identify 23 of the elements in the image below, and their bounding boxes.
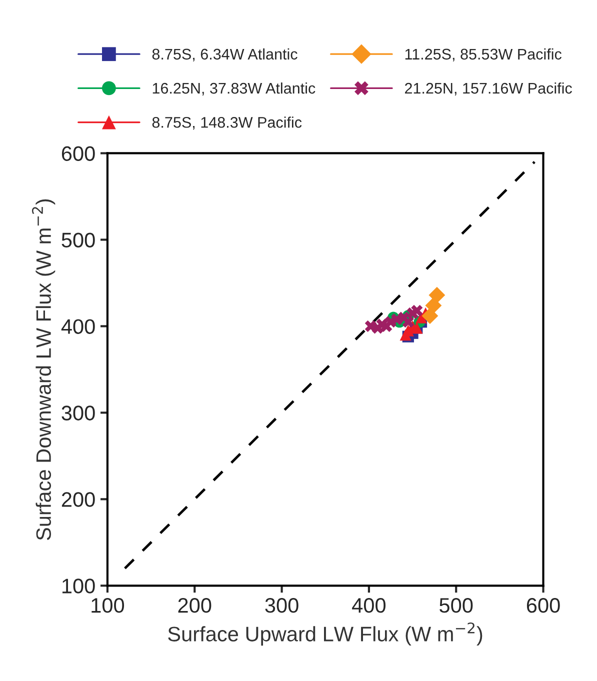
x-tick-label: 600	[526, 598, 560, 613]
y-tick-label: 400	[61, 319, 95, 334]
y-tick-label: 500	[62, 232, 95, 248]
legend-label: 8.75S, 148.3W Pacific	[152, 116, 302, 130]
x-tick-label: 400	[352, 598, 386, 613]
legend-label: 16.25N, 37.83W Atlantic	[152, 82, 316, 96]
point	[425, 297, 442, 314]
point	[428, 286, 446, 304]
y-tick-label: 300	[62, 406, 95, 420]
point	[411, 304, 423, 316]
legend-label: 8.75S, 6.34W Atlantic	[152, 48, 298, 62]
x-tick-label: 300	[265, 598, 298, 613]
x-tick-label: 200	[178, 598, 212, 613]
x-tick-label: 500	[440, 598, 473, 613]
x-tick-label: 100	[92, 598, 124, 613]
y-axis-title: Surface Downward LW Flux (W m$^{−2}$)	[32, 199, 56, 540]
y-tick-label: 100	[62, 578, 95, 594]
legend-label: 11.25S, 85.53W Pacific	[405, 48, 562, 62]
point	[402, 316, 414, 328]
y-tick-label: 600	[62, 146, 95, 161]
x-axis-title: Surface Upward LW Flux (W m$^{−2}$)	[168, 622, 482, 646]
legend-label: 21.25N, 157.16W Pacific	[404, 82, 572, 96]
y-tick-label: 200	[62, 492, 95, 507]
